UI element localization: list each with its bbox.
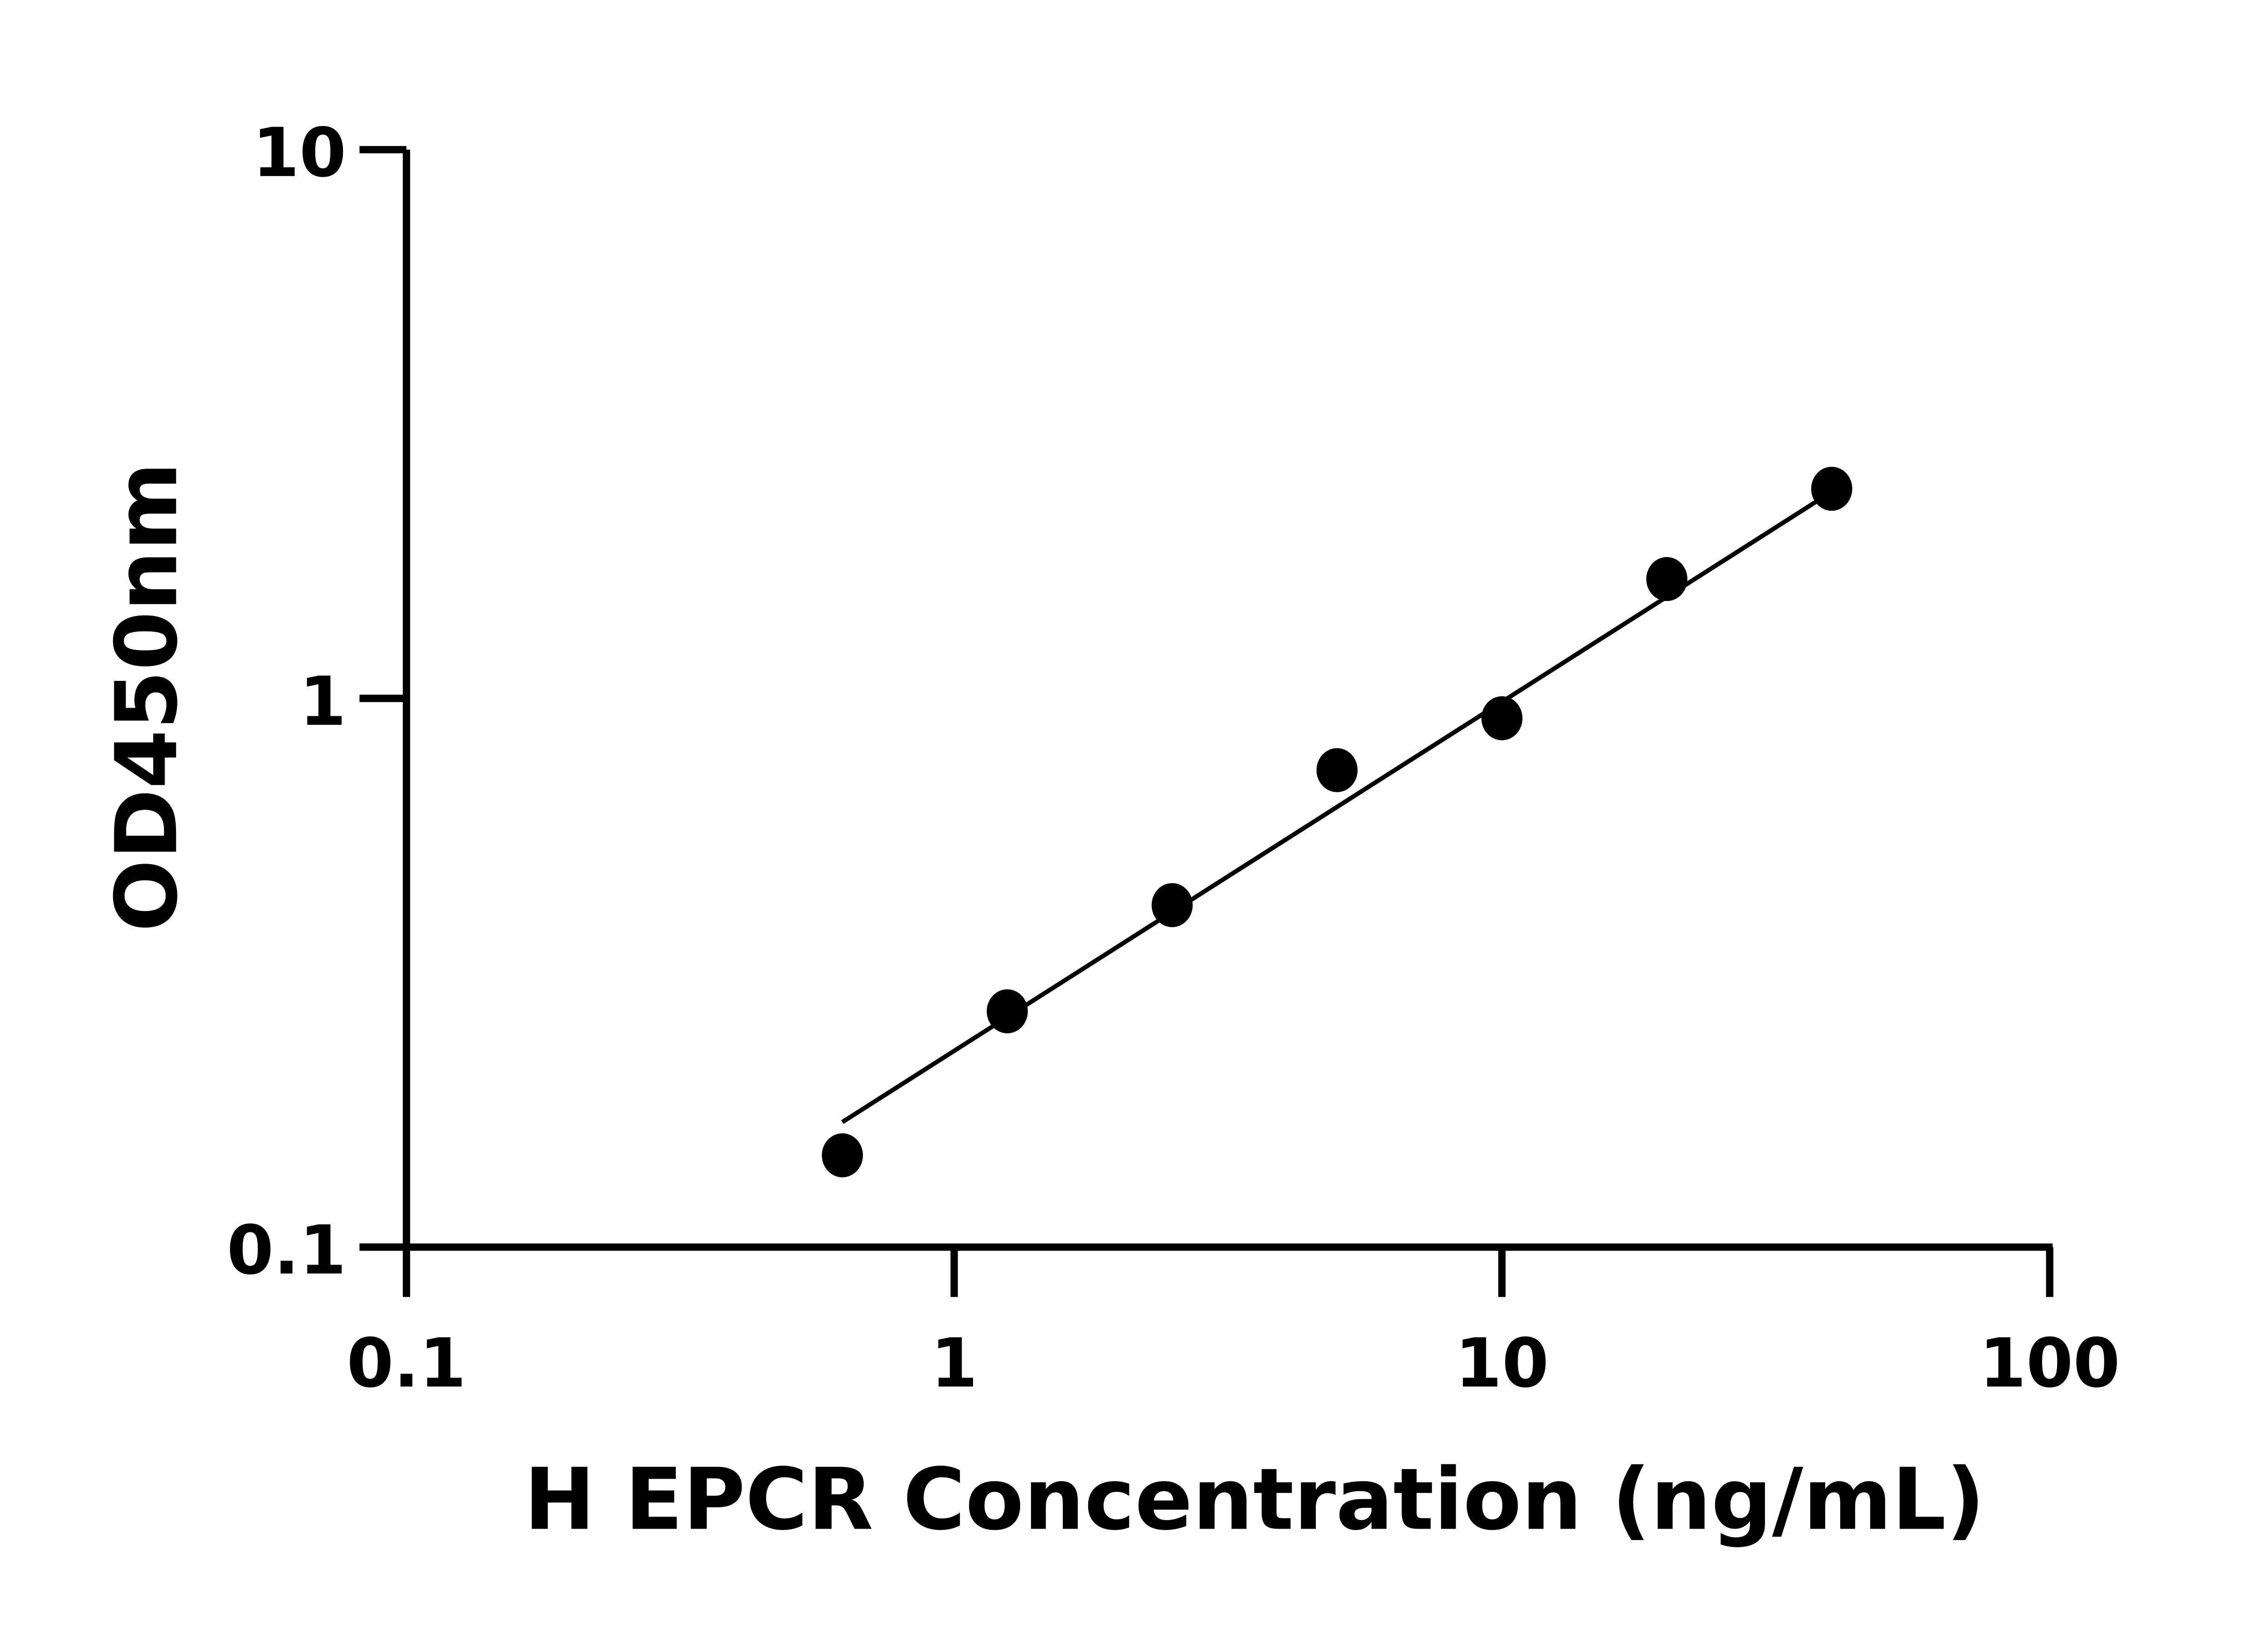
x-tick-label: 1 bbox=[931, 1325, 978, 1403]
data-point bbox=[821, 1133, 863, 1178]
data-point bbox=[1811, 466, 1853, 511]
y-axis-label: OD450nm bbox=[98, 462, 196, 932]
data-point bbox=[1646, 557, 1687, 601]
y-tick-label: 0.1 bbox=[227, 1212, 347, 1290]
data-point bbox=[1151, 883, 1193, 927]
data-point bbox=[1481, 696, 1523, 740]
x-tick-label: 100 bbox=[1979, 1325, 2120, 1403]
y-tick-label: 1 bbox=[299, 663, 347, 741]
x-axis-label: H EPCR Concentration (ng/mL) bbox=[524, 1450, 1985, 1549]
x-tick-label: 0.1 bbox=[347, 1325, 466, 1403]
x-tick-label: 10 bbox=[1455, 1325, 1549, 1403]
axes bbox=[359, 149, 2053, 1251]
data-point bbox=[987, 989, 1028, 1033]
y-tick-label: 10 bbox=[252, 114, 346, 192]
data-point bbox=[1316, 748, 1358, 792]
